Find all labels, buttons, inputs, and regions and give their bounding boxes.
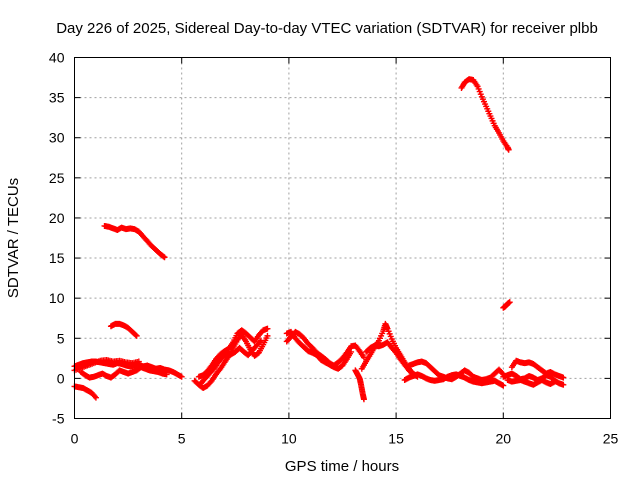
- series-rise-6-9-b: [195, 325, 271, 380]
- data-point: [499, 370, 506, 377]
- series-block-10-14-b: [283, 328, 355, 372]
- data-point: [348, 348, 355, 355]
- data-point: [360, 396, 367, 403]
- series-short-19-20: [500, 299, 513, 311]
- grid: [74, 57, 611, 419]
- data-point: [160, 253, 167, 260]
- data-point: [135, 358, 142, 365]
- data-point: [132, 331, 139, 338]
- x-tick-label: 0: [71, 431, 79, 447]
- series-mid-arc-1: [101, 222, 168, 261]
- series-neg-start: [71, 383, 99, 401]
- series-tail-20-23-b: [508, 357, 567, 381]
- y-axis-title: SDTVAR / TECUs: [5, 178, 22, 298]
- data-point: [161, 254, 168, 261]
- data-point: [505, 146, 512, 153]
- series-spike-13: [352, 367, 367, 403]
- y-tick-label: 0: [57, 370, 65, 386]
- x-tick-label: 10: [281, 431, 297, 447]
- data-point: [551, 378, 558, 385]
- y-tick-labels: -5 0 5 10 15 20 25 30 35 40: [49, 50, 65, 427]
- data-point: [264, 325, 271, 332]
- data-point: [258, 337, 265, 344]
- data-marks: [71, 76, 567, 403]
- y-tick-label: 5: [57, 330, 65, 346]
- data-point: [91, 393, 98, 400]
- y-tick-label: 10: [49, 290, 65, 306]
- data-point: [133, 332, 140, 339]
- data-point: [256, 338, 263, 345]
- y-tick-label: 30: [49, 130, 65, 146]
- x-tick-label: 15: [388, 431, 404, 447]
- data-point: [92, 394, 99, 401]
- y-tick-label: 15: [49, 250, 65, 266]
- x-tick-label: 5: [178, 431, 186, 447]
- x-tick-label: 25: [603, 431, 619, 447]
- series-low-band-c: [71, 356, 142, 374]
- plot-frame: [74, 57, 611, 419]
- data-point: [163, 371, 170, 378]
- data-point: [178, 373, 185, 380]
- series-tail-16-20-b: [401, 371, 507, 389]
- chart-title: Day 226 of 2025, Sidereal Day-to-day VTE…: [56, 20, 598, 37]
- series-rise-6-9-c: [197, 337, 265, 387]
- series-hump-2: [107, 320, 140, 339]
- x-axis-title: GPS time / hours: [285, 458, 399, 475]
- data-point: [560, 374, 567, 381]
- y-tick-label: 35: [49, 90, 65, 106]
- series-tail-20-23-c: [504, 376, 558, 388]
- data-point: [560, 381, 567, 388]
- series-low-band-b: [77, 364, 170, 381]
- data-point: [500, 382, 507, 389]
- y-tick-label: 20: [49, 210, 65, 226]
- series-hump-14-15-b: [363, 339, 417, 378]
- y-tick-label: -5: [52, 411, 65, 427]
- y-tick-label: 25: [49, 170, 65, 186]
- series-top-arc: [458, 76, 512, 153]
- x-tick-labels: 0 5 10 15 20 25: [71, 431, 619, 447]
- data-point: [264, 332, 271, 339]
- data-point: [506, 299, 513, 306]
- x-tick-label: 20: [496, 431, 512, 447]
- y-tick-label: 40: [49, 50, 65, 66]
